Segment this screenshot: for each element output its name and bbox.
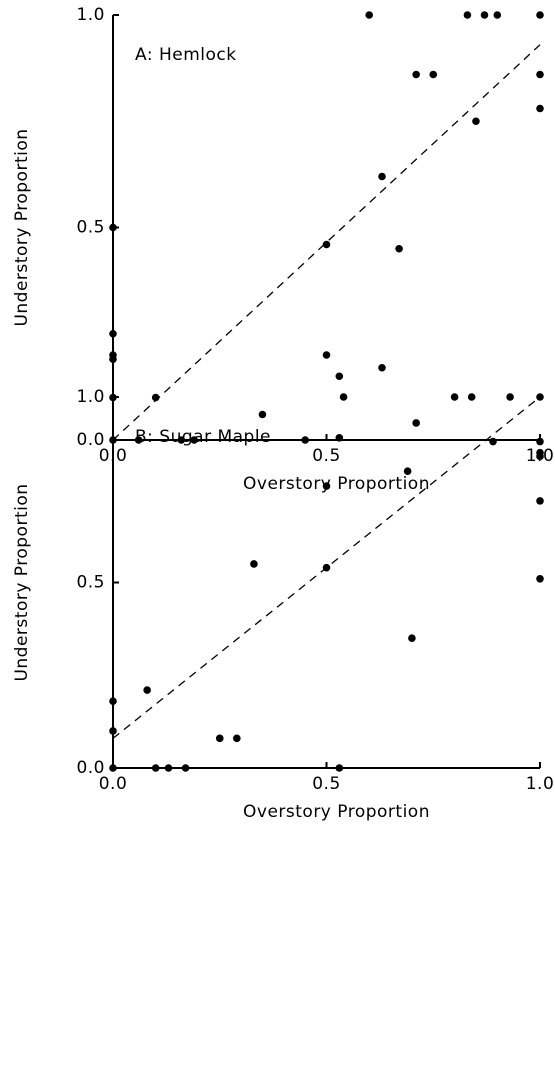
point	[480, 11, 489, 19]
point	[177, 436, 186, 444]
point	[489, 437, 497, 446]
point	[335, 372, 344, 381]
point	[233, 734, 241, 743]
point	[536, 104, 544, 113]
point	[395, 244, 403, 253]
point	[109, 697, 117, 706]
point	[536, 437, 544, 446]
point	[151, 764, 160, 772]
point	[472, 117, 480, 126]
x-tick-label: 0.5	[312, 446, 341, 466]
point	[467, 393, 476, 401]
x-tick-label: 1.0	[526, 774, 555, 794]
point	[536, 574, 544, 583]
point	[250, 560, 258, 568]
point	[322, 351, 331, 359]
point	[322, 482, 331, 490]
y-tick-label: 0.0	[76, 430, 105, 450]
point	[335, 764, 344, 772]
x-axis-label: Overstory Proportion	[243, 474, 430, 494]
point	[536, 497, 544, 505]
point	[536, 11, 544, 19]
point	[190, 436, 198, 444]
point	[109, 329, 117, 338]
point	[134, 436, 143, 444]
point	[322, 240, 331, 249]
point	[429, 70, 438, 79]
point	[258, 410, 267, 419]
y-tick-label: 1.0	[76, 387, 105, 407]
point	[403, 467, 412, 476]
point	[109, 223, 117, 232]
point	[365, 11, 374, 19]
panel-label: B: Sugar Maple	[135, 427, 271, 447]
point	[506, 393, 514, 401]
y-tick-label: 0.5	[76, 218, 105, 238]
x-axis-label: Overstory Proportion	[243, 802, 430, 822]
y-tick-label: 1.0	[76, 5, 105, 25]
point	[143, 686, 151, 694]
point	[335, 434, 344, 442]
point	[412, 419, 420, 427]
point	[322, 563, 331, 572]
point	[536, 70, 544, 79]
point	[463, 11, 472, 19]
y-axis-label: Understory Proportion	[12, 128, 32, 326]
point	[109, 727, 117, 735]
point	[181, 764, 190, 772]
point	[164, 764, 173, 772]
point	[109, 355, 117, 364]
y-tick-label: 0.0	[76, 758, 105, 778]
x-tick-label: 0.5	[312, 774, 341, 794]
y-axis-label: Understory Proportion	[12, 483, 32, 681]
point	[536, 452, 544, 461]
point	[536, 393, 544, 401]
point	[378, 363, 386, 372]
panel-label: A: Hemlock	[135, 45, 237, 65]
point	[151, 393, 160, 402]
point	[450, 393, 459, 401]
point	[408, 634, 416, 642]
point	[493, 11, 502, 19]
point	[215, 734, 224, 743]
point	[378, 172, 386, 181]
point	[301, 436, 309, 444]
x-tick-label: 0.0	[99, 774, 128, 794]
y-tick-label: 0.5	[76, 573, 105, 593]
point	[339, 393, 348, 401]
point	[412, 70, 420, 79]
point	[109, 764, 117, 772]
